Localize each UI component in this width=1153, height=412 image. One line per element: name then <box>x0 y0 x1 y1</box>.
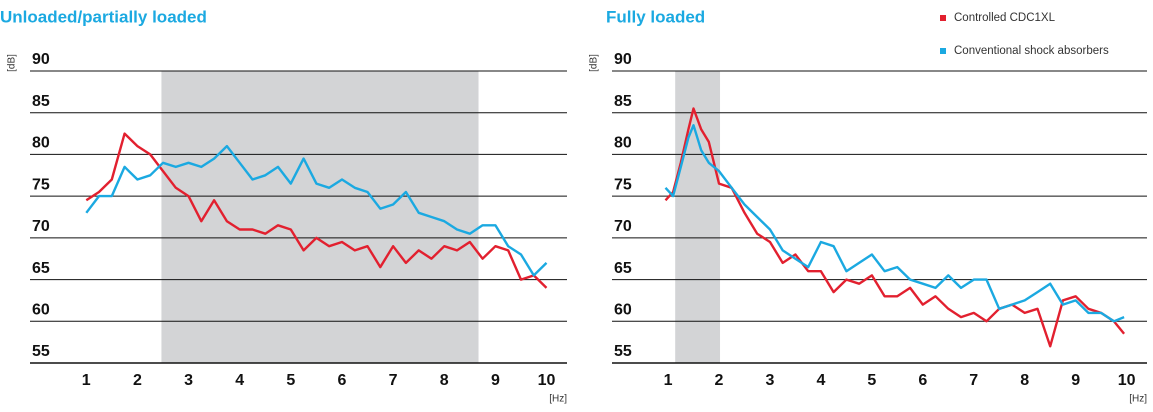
y-tick-label: 80 <box>614 135 632 152</box>
x-tick-label: 9 <box>1071 372 1080 389</box>
legend-label: Conventional shock absorbers <box>954 45 1109 57</box>
legend-swatch <box>940 48 946 54</box>
y-tick-label: 70 <box>32 218 50 235</box>
data-line <box>85 144 548 277</box>
x-tick-label: 2 <box>715 372 724 389</box>
x-tick-label: 4 <box>235 372 244 389</box>
x-tick-label: 6 <box>918 372 927 389</box>
chart-title: Fully loaded <box>606 7 705 26</box>
x-tick-label: 8 <box>440 372 449 389</box>
x-tick-label: 7 <box>969 372 978 389</box>
legend-label: Controlled CDC1XL <box>954 12 1056 24</box>
x-axis-label: [Hz] <box>549 394 567 405</box>
x-tick-label: 7 <box>389 372 398 389</box>
x-tick-label: 3 <box>765 372 774 389</box>
y-tick-label: 75 <box>32 176 50 193</box>
y-tick-label: 75 <box>614 176 632 193</box>
highlight-band <box>161 71 479 363</box>
x-tick-label: 4 <box>816 372 825 389</box>
x-tick-label: 1 <box>82 372 91 389</box>
y-tick-label: 65 <box>32 260 50 277</box>
y-tick-label: 60 <box>32 302 50 319</box>
y-tick-label: 90 <box>32 51 50 68</box>
x-tick-label: 10 <box>1118 372 1136 389</box>
x-tick-label: 2 <box>133 372 142 389</box>
data-line <box>85 132 548 289</box>
x-tick-label: 6 <box>338 372 347 389</box>
y-tick-label: 80 <box>32 135 50 152</box>
y-tick-label: 60 <box>614 302 632 319</box>
x-tick-label: 8 <box>1020 372 1029 389</box>
x-tick-label: 10 <box>538 372 556 389</box>
y-tick-label: 65 <box>614 260 632 277</box>
y-axis-label: [dB] <box>7 54 18 72</box>
x-tick-label: 3 <box>184 372 193 389</box>
x-tick-label: 1 <box>664 372 673 389</box>
y-tick-label: 55 <box>614 343 632 360</box>
y-tick-label: 85 <box>32 93 50 110</box>
chart-title: Unloaded/partially loaded <box>0 7 207 26</box>
highlight-band <box>675 71 721 363</box>
y-tick-label: 70 <box>614 218 632 235</box>
x-tick-label: 5 <box>286 372 295 389</box>
x-tick-label: 5 <box>867 372 876 389</box>
y-axis-label: [dB] <box>589 54 600 72</box>
x-axis-label: [Hz] <box>1129 394 1147 405</box>
y-tick-label: 85 <box>614 93 632 110</box>
x-tick-label: 9 <box>491 372 500 389</box>
legend-swatch <box>940 15 946 21</box>
y-tick-label: 55 <box>32 343 50 360</box>
data-line <box>664 107 1126 348</box>
data-line <box>664 124 1125 323</box>
y-tick-label: 90 <box>614 51 632 68</box>
